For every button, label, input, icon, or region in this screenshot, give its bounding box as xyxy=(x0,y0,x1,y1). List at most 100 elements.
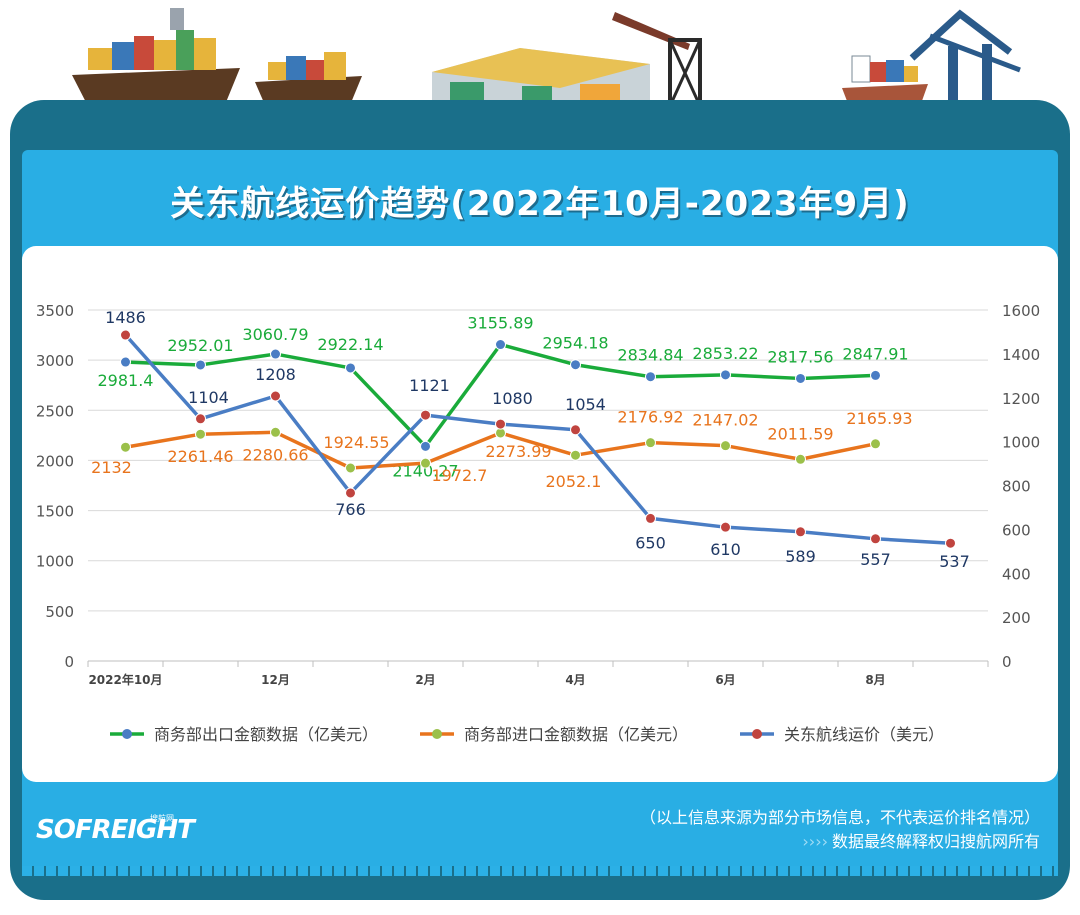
y-tick-left: 2000 xyxy=(36,452,74,470)
y-tick-left: 3000 xyxy=(36,352,74,370)
y-tick-right: 1400 xyxy=(1002,346,1040,364)
data-label: 766 xyxy=(335,500,366,519)
data-label: 2140.27 xyxy=(392,461,458,480)
legend-label: 商务部进口金额数据（亿美元） xyxy=(464,725,688,744)
data-label: 1486 xyxy=(105,308,146,327)
y-tick-right: 200 xyxy=(1002,609,1031,627)
data-point xyxy=(645,437,656,449)
data-label: 2853.22 xyxy=(692,344,758,363)
data-point xyxy=(645,371,656,383)
y-tick-right: 1600 xyxy=(1002,302,1040,320)
data-label: 1972.7 xyxy=(432,466,488,485)
data-point xyxy=(570,449,581,461)
data-point xyxy=(195,359,206,371)
data-point xyxy=(270,348,281,360)
data-label: 2261.46 xyxy=(167,447,233,466)
data-point xyxy=(420,409,431,421)
data-point xyxy=(870,438,881,450)
x-tick-label: 2022年10月 xyxy=(88,672,162,687)
data-point xyxy=(270,390,281,402)
legend-marker xyxy=(122,729,132,739)
data-point xyxy=(945,537,956,549)
data-point xyxy=(120,329,131,341)
bottom-strip xyxy=(22,866,1058,876)
data-point xyxy=(720,521,731,533)
data-point xyxy=(795,453,806,465)
data-point xyxy=(720,369,731,381)
x-tick-label: 12月 xyxy=(261,673,290,687)
chart-panel xyxy=(22,246,1058,782)
x-tick-label: 4月 xyxy=(565,673,585,687)
data-label: 589 xyxy=(785,547,816,566)
data-point xyxy=(870,369,881,381)
y-tick-right: 800 xyxy=(1002,478,1031,496)
data-label: 2176.92 xyxy=(617,408,683,427)
warehouse-icon xyxy=(432,48,650,104)
data-label: 2834.84 xyxy=(617,346,683,365)
x-tick-label: 6月 xyxy=(715,673,735,687)
y-tick-left: 500 xyxy=(45,603,74,621)
y-tick-right: 400 xyxy=(1002,565,1031,583)
data-point xyxy=(570,424,581,436)
legend-marker xyxy=(752,729,762,739)
data-point xyxy=(570,359,581,371)
data-point xyxy=(195,428,206,440)
chevrons-icon: ›››› xyxy=(802,832,828,851)
data-label: 650 xyxy=(635,533,666,552)
data-label: 557 xyxy=(860,550,891,569)
data-label: 1208 xyxy=(255,365,296,384)
data-point xyxy=(120,441,131,453)
logo-subtitle: 搜航网 xyxy=(150,814,174,823)
legend-label: 关东航线运价（美元） xyxy=(784,725,944,744)
port-crane-icon xyxy=(909,9,1021,112)
data-label: 1104 xyxy=(188,388,229,407)
data-label: 1054 xyxy=(565,395,606,414)
data-point xyxy=(345,462,356,474)
data-label: 2817.56 xyxy=(767,347,833,366)
data-label: 2165.93 xyxy=(846,409,912,428)
x-tick-label: 8月 xyxy=(865,673,885,687)
legend-marker xyxy=(432,729,442,739)
data-point xyxy=(795,372,806,384)
y-tick-left: 1000 xyxy=(36,553,74,571)
y-tick-right: 600 xyxy=(1002,521,1031,539)
data-label: 3060.79 xyxy=(242,325,308,344)
source-note: （以上信息来源为部分市场信息，不代表运价排名情况） xyxy=(639,808,1040,827)
data-label: 2280.66 xyxy=(242,445,308,464)
data-point xyxy=(795,526,806,538)
data-label: 2132 xyxy=(91,458,132,477)
data-point xyxy=(420,457,431,469)
data-point xyxy=(120,356,131,368)
data-label: 610 xyxy=(710,540,741,559)
data-label: 2052.1 xyxy=(546,472,602,491)
data-point xyxy=(645,512,656,524)
data-label: 2954.18 xyxy=(542,334,608,353)
data-point xyxy=(495,418,506,430)
sofreight-logo: SOFREIGHT xyxy=(36,815,195,845)
data-point xyxy=(345,362,356,374)
data-point xyxy=(420,440,431,452)
data-point xyxy=(870,533,881,545)
chart-title: 关东航线运价趋势(2022年10月-2023年9月) xyxy=(170,184,910,224)
data-point xyxy=(720,440,731,452)
data-label: 2273.99 xyxy=(485,442,551,461)
data-point xyxy=(195,413,206,425)
y-tick-right: 1000 xyxy=(1002,434,1040,452)
data-point xyxy=(495,339,506,351)
crane-icon xyxy=(612,12,702,108)
data-label: 2147.02 xyxy=(692,411,758,430)
y-tick-left: 0 xyxy=(64,653,74,671)
data-label: 1121 xyxy=(409,376,450,395)
data-point xyxy=(345,487,356,499)
data-label: 2011.59 xyxy=(767,424,833,443)
y-tick-right: 0 xyxy=(1002,653,1012,671)
y-tick-left: 3500 xyxy=(36,302,74,320)
data-point xyxy=(270,426,281,438)
data-label: 1924.55 xyxy=(323,433,389,452)
data-label: 537 xyxy=(939,552,970,571)
y-tick-right: 1200 xyxy=(1002,390,1040,408)
series-line-2 xyxy=(124,333,951,545)
data-label: 2952.01 xyxy=(167,336,233,355)
data-label: 1080 xyxy=(492,389,533,408)
rights-note: ›››› 数据最终解释权归搜航网所有 xyxy=(802,828,1040,852)
